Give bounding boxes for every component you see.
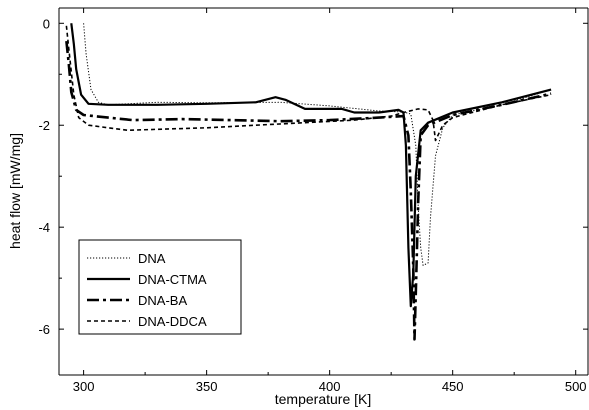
y-tick-label: 0 [43, 16, 50, 31]
y-tick-label: -6 [38, 322, 50, 337]
x-tick-label: 300 [73, 379, 95, 394]
series-line-dna-ddca [65, 25, 552, 142]
series-line-dna [83, 23, 552, 266]
legend-label-dna: DNA [138, 251, 166, 266]
legend-label-dna-ctma: DNA-CTMA [138, 272, 207, 287]
y-tick-label: -2 [38, 118, 50, 133]
legend: DNA DNA-CTMA DNA-BA DNA-DDCA [78, 239, 242, 335]
x-axis-title: temperature [K] [275, 391, 372, 407]
x-tick-label: 450 [442, 379, 464, 394]
plot-area [58, 7, 589, 376]
ticks: 300 350 400 450 500 0 -2 -4 -6 [38, 8, 588, 394]
x-tick-label: 400 [319, 379, 341, 394]
y-axis-title: heat flow [mW/mg] [7, 133, 23, 249]
legend-label-dna-ddca: DNA-DDCA [138, 314, 207, 329]
y-tick-label: -4 [38, 220, 50, 235]
legend-items: DNA DNA-CTMA DNA-BA DNA-DDCA [87, 251, 207, 329]
legend-box [78, 239, 242, 335]
legend-label-dna-ba: DNA-BA [138, 293, 187, 308]
x-tick-label: 500 [565, 379, 587, 394]
x-tick-label: 350 [196, 379, 218, 394]
series-group [65, 23, 552, 341]
